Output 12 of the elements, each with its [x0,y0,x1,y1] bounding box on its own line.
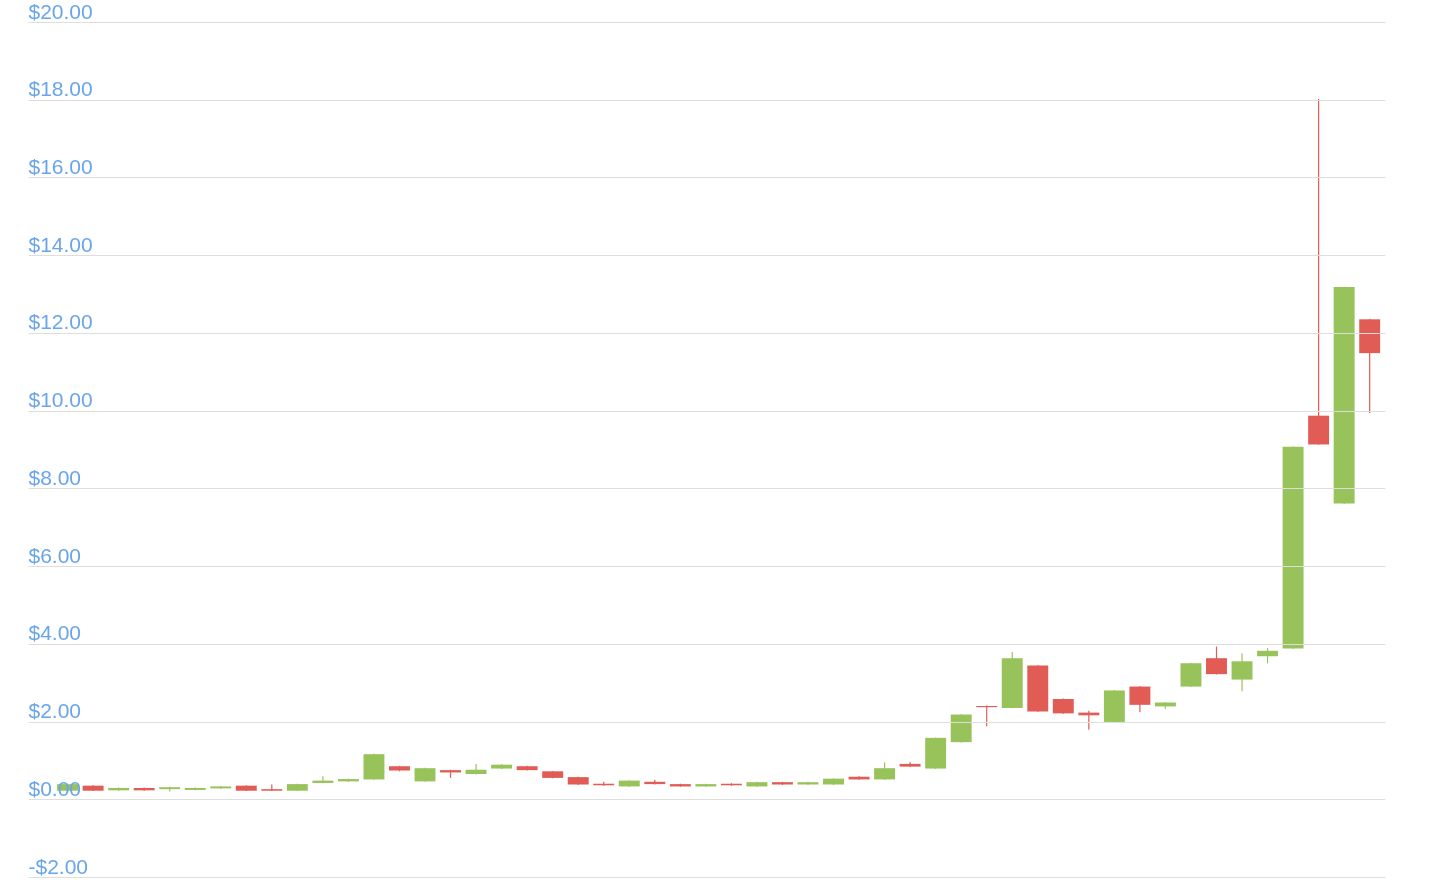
y-tick-label: -$2.00 [28,854,89,878]
y-tick-label: $10.00 [28,388,93,412]
y-tick-label: $12.00 [28,310,93,334]
y-tick-label: $0.00 [28,776,82,800]
y-tick-label: $8.00 [28,465,82,489]
y-tick-label: $20.00 [28,0,93,23]
y-tick-label: $6.00 [28,543,82,567]
y-tick-label: $18.00 [28,77,93,101]
y-tick-label: $16.00 [28,154,93,178]
y-tick-label: $4.00 [28,621,82,645]
y-tick-label: $14.00 [28,232,93,256]
y-tick-label: $2.00 [28,699,82,723]
